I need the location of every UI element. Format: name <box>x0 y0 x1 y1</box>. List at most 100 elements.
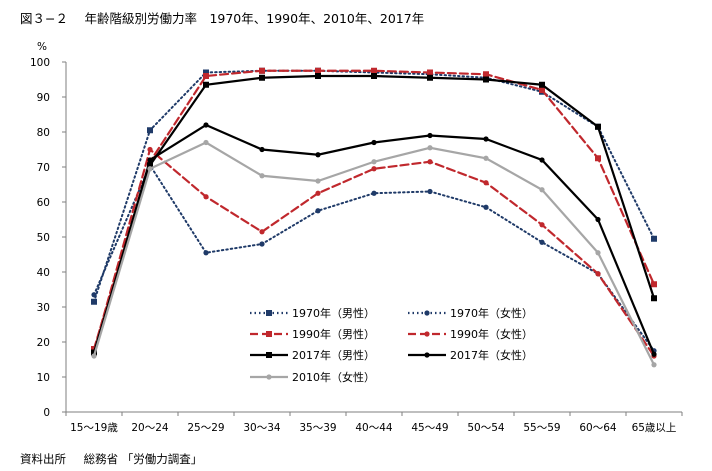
data-point <box>91 298 97 305</box>
data-point <box>203 81 209 88</box>
data-point <box>371 67 377 74</box>
data-point <box>651 295 657 302</box>
data-point <box>259 173 265 179</box>
data-point <box>539 222 545 228</box>
data-point <box>595 155 601 162</box>
data-point <box>315 190 321 196</box>
data-point <box>371 73 377 79</box>
data-point <box>539 81 545 88</box>
legend-entry-4: 2017年（男性） <box>250 348 375 362</box>
data-point <box>595 250 601 256</box>
data-point <box>315 178 321 184</box>
data-point <box>651 362 657 368</box>
data-point <box>203 69 209 76</box>
data-point <box>203 139 209 146</box>
y-tick-label: 80 <box>37 127 50 139</box>
x-tick-label: 60～64 <box>579 422 617 434</box>
x-tick-label: 65歳以上 <box>632 422 677 434</box>
data-point <box>427 132 433 139</box>
data-point <box>427 159 433 165</box>
y-tick-label: 20 <box>37 337 50 349</box>
y-tick-label: 70 <box>37 162 50 174</box>
data-point <box>259 229 265 235</box>
series-0 <box>91 67 657 305</box>
data-point <box>483 136 489 142</box>
legend-label: 1970年（女性） <box>450 306 533 320</box>
legend-label: 1990年（女性） <box>450 327 533 341</box>
x-tick-label: 45～49 <box>411 422 448 434</box>
data-point <box>651 281 657 288</box>
x-tick-label: 20～24 <box>131 422 169 434</box>
legend-marker <box>424 352 430 358</box>
chart-axes: 0 10 20 30 40 50 60 70 80 90 100% 15～19歳 20～24 25～29 3… <box>30 41 683 434</box>
legend-entry-2: 1990年（男性） <box>250 327 375 341</box>
legend-marker <box>424 331 430 337</box>
legend-label: 1970年（男性） <box>292 306 375 320</box>
data-point <box>315 73 321 79</box>
data-point <box>539 239 545 245</box>
data-point <box>315 208 321 214</box>
source-text: 総務省 「労働力調査」 <box>83 452 203 466</box>
data-point <box>427 69 433 76</box>
x-tick-label: 15～19歳 <box>70 422 118 434</box>
data-point <box>539 187 545 193</box>
data-point <box>539 157 545 163</box>
legend-marker <box>266 374 272 380</box>
data-point <box>203 250 209 256</box>
legend-marker <box>266 310 272 316</box>
source-label: 資料出所 <box>20 452 66 466</box>
data-point <box>371 139 377 146</box>
chart-title: 図３−２ 年齢階級別労働力率 1970年、1990年、2010年、2017年 <box>20 11 425 26</box>
data-point <box>147 162 153 169</box>
series-line <box>92 69 656 351</box>
source-note: 資料出所 総務省 「労働力調査」 <box>20 451 216 467</box>
x-tick-label: 25～29 <box>187 422 224 434</box>
data-point <box>91 353 97 359</box>
x-tick-label: 40～44 <box>355 422 393 434</box>
legend-entry-3: 1990年（女性） <box>408 327 533 341</box>
data-point <box>371 159 377 165</box>
data-point <box>147 157 153 163</box>
legend: 1970年（男性） 1970年（女性） 1990年（男性） 1990年（女性） 2017… <box>236 298 536 390</box>
data-point <box>595 123 601 130</box>
data-point <box>203 122 209 128</box>
data-point <box>315 152 321 158</box>
y-tick-label: 10 <box>37 372 50 384</box>
x-tick-label: 55～59 <box>523 422 560 434</box>
y-tick-label: 100 <box>30 57 50 69</box>
series-layer <box>91 67 657 368</box>
data-point <box>483 204 489 210</box>
data-point <box>147 127 153 134</box>
legend-entry-6: 2010年（女性） <box>250 370 375 384</box>
data-point <box>147 166 153 172</box>
data-point <box>371 166 377 172</box>
data-point <box>539 87 545 93</box>
legend-entry-5: 2017年（女性） <box>408 348 533 362</box>
data-point <box>651 351 657 357</box>
y-tick-label: 0 <box>43 407 50 419</box>
data-point <box>371 190 377 196</box>
legend-entry-1: 1970年（女性） <box>408 306 533 320</box>
legend-marker <box>266 352 272 358</box>
data-point <box>203 194 209 200</box>
x-tick-label: 30～34 <box>243 422 281 434</box>
legend-marker <box>266 331 272 337</box>
x-tick-label: 35～39 <box>299 422 336 434</box>
series-5 <box>91 122 657 357</box>
data-point <box>259 241 265 247</box>
y-axis-label: % <box>37 41 47 53</box>
data-point <box>427 74 433 81</box>
legend-label: 2010年（女性） <box>292 370 375 384</box>
legend-label: 2017年（女性） <box>450 348 533 362</box>
data-point <box>203 73 209 79</box>
data-point <box>483 76 489 83</box>
data-point <box>259 146 265 153</box>
data-point <box>651 235 657 242</box>
data-point <box>483 71 489 78</box>
y-tick-label: 90 <box>37 92 50 104</box>
data-point <box>483 180 489 186</box>
x-tick-label: 50～54 <box>467 422 505 434</box>
legend-marker <box>424 310 430 316</box>
data-point <box>483 155 489 161</box>
